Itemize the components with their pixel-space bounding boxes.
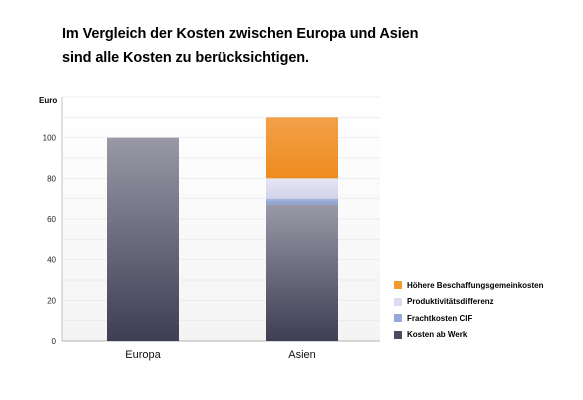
y-tick-label: 20 — [47, 296, 56, 305]
legend-label: Frachtkosten CIF — [407, 313, 473, 323]
x-tick-label-europa: Europa — [125, 349, 161, 361]
bar-asien-kosten-ab-werk — [266, 204, 338, 341]
legend-swatch — [394, 297, 402, 306]
legend-swatch — [394, 330, 402, 339]
chart-title-line-1: Im Vergleich der Kosten zwischen Europa … — [62, 26, 419, 42]
y-tick-label: 40 — [47, 256, 56, 265]
legend-swatch — [394, 281, 402, 290]
legend-label: Kosten ab Werk — [407, 330, 468, 340]
x-tick-label-asien: Asien — [288, 349, 316, 361]
bar-asien-hoehere-beschaffungsgemeinkosten — [266, 117, 338, 179]
chart-title-line-2: sind alle Kosten zu berücksichtigen. — [62, 50, 309, 66]
legend-label: Höhere Beschaffungsgemeinkosten — [407, 280, 544, 290]
y-axis-label: Euro — [39, 96, 57, 105]
y-tick-label: 0 — [52, 337, 57, 346]
legend-item-frachtkosten-cif: Frachtkosten CIF — [394, 310, 543, 327]
legend-item-kosten-ab-werk: Kosten ab Werk — [394, 327, 543, 344]
bar-asien-produktivitaetsdifferenz — [266, 178, 338, 199]
y-tick-label: 100 — [43, 134, 57, 143]
bar-asien-frachtkosten-cif — [266, 198, 338, 205]
legend-item-hoehere-beschaffungsgemeinkosten: Höhere Beschaffungsgemeinkosten — [394, 277, 543, 294]
y-tick-label: 60 — [47, 215, 56, 224]
legend-item-produktivitaetsdifferenz: Produktivitätsdifferenz — [394, 294, 543, 311]
legend-swatch — [394, 314, 402, 323]
legend-label: Produktivitätsdifferenz — [407, 297, 494, 307]
y-tick-label: 80 — [47, 174, 56, 183]
bar-europa-kosten-ab-werk — [107, 137, 179, 341]
chart-title: Im Vergleich der Kosten zwischen Europa … — [62, 22, 418, 70]
chart-legend: Höhere Beschaffungsgemeinkosten Produktiv… — [394, 277, 543, 343]
